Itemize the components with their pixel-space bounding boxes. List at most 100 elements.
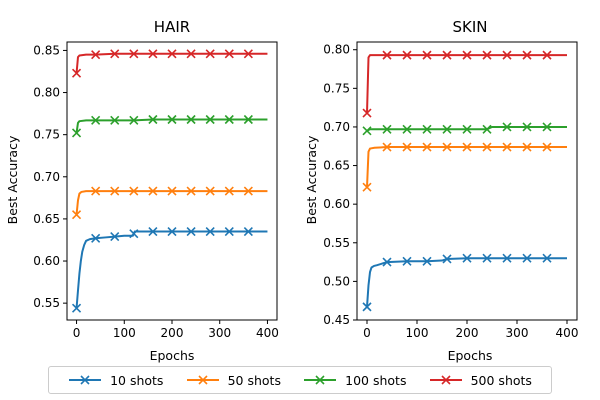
legend-entry-50-shots: 50 shots [186, 373, 281, 388]
y-axis-label: Best Accuracy [304, 135, 319, 224]
data-point [362, 108, 372, 118]
data-point [148, 226, 158, 237]
axes-frame [356, 41, 578, 321]
chart-hair: HAIR Epochs Best Accuracy 0 100 200 300 400 0… [5, 18, 279, 363]
data-point [243, 114, 253, 125]
chart-skin: SKIN Epochs Best Accuracy 0 100 200 300 400 0… [304, 18, 578, 363]
legend: 10 shots 50 shots 100 shots 500 shots [48, 366, 552, 394]
data-point [522, 142, 532, 152]
data-point [502, 50, 512, 60]
data-point [91, 115, 101, 125]
legend-swatch [69, 375, 102, 385]
series-line-50-shots [366, 146, 567, 188]
y-tick-label: 0.75 [33, 128, 60, 142]
data-point [148, 114, 158, 125]
y-tick-label: 0.85 [33, 43, 60, 57]
data-point [243, 186, 253, 196]
data-point [224, 226, 234, 237]
legend-label: 100 shots [345, 372, 407, 388]
x-axis-label: Epochs [150, 348, 195, 363]
legend-label: 500 shots [470, 372, 532, 388]
data-point [167, 114, 177, 125]
data-point [382, 142, 392, 152]
y-tick-label: 0.80 [323, 43, 350, 57]
legend-swatch [429, 375, 462, 385]
data-point [224, 114, 234, 125]
y-tick-label: 0.45 [323, 313, 350, 327]
data-point [462, 142, 472, 152]
data-point [542, 50, 552, 60]
y-tick-label: 0.55 [323, 236, 350, 250]
data-point [186, 114, 196, 125]
data-point [462, 124, 472, 134]
data-point [110, 49, 120, 59]
data-point [148, 49, 158, 59]
series-line-10-shots [366, 257, 567, 307]
chart-title: SKIN [452, 18, 487, 36]
data-point [542, 142, 552, 152]
data-point [224, 49, 234, 59]
data-point [442, 142, 452, 152]
data-point [402, 50, 412, 60]
data-point [91, 233, 101, 243]
y-tick-label: 0.55 [33, 296, 60, 310]
data-point [482, 142, 492, 152]
x-tick-label: 100 [113, 326, 136, 340]
data-point [382, 124, 392, 134]
data-point [542, 253, 552, 263]
data-point [362, 302, 372, 312]
y-tick-label: 0.70 [33, 170, 60, 184]
data-point [205, 186, 215, 196]
y-axis-label: Best Accuracy [5, 135, 20, 224]
data-point [129, 229, 139, 239]
chart-title: HAIR [154, 18, 190, 36]
data-point [402, 142, 412, 152]
data-point [542, 122, 552, 132]
data-point [148, 186, 158, 196]
data-point [167, 226, 177, 237]
data-point [110, 115, 120, 125]
y-tick-label: 0.60 [33, 254, 60, 268]
data-point [186, 49, 196, 59]
data-point [482, 253, 492, 263]
data-point [243, 49, 253, 59]
x-axis-label: Epochs [448, 348, 493, 363]
data-point [482, 124, 492, 134]
data-point [402, 124, 412, 134]
x-tick-label: 200 [456, 326, 479, 340]
series-line-500-shots [366, 54, 567, 114]
y-tick-label: 0.65 [323, 159, 350, 173]
data-point [502, 142, 512, 152]
data-point [422, 256, 432, 266]
y-tick-label: 0.50 [323, 274, 350, 288]
data-point [362, 126, 372, 136]
data-point [482, 50, 492, 60]
data-point [462, 253, 472, 263]
data-point [129, 49, 139, 59]
y-tick-label: 0.65 [33, 212, 60, 226]
data-point [129, 115, 139, 125]
data-point [402, 256, 412, 266]
x-tick-label: 300 [506, 326, 529, 340]
data-point [422, 124, 432, 134]
plot-area [71, 49, 268, 313]
y-tick-label: 0.80 [33, 86, 60, 100]
series-line-100-shots [366, 125, 567, 132]
data-point [522, 50, 532, 60]
data-point [186, 186, 196, 196]
y-tick-label: 0.75 [323, 81, 350, 95]
x-tick-label: 400 [556, 326, 579, 340]
data-point [502, 122, 512, 132]
y-tick-label: 0.70 [323, 120, 350, 134]
data-point [110, 186, 120, 196]
data-point [91, 50, 101, 60]
data-point [186, 226, 196, 237]
legend-label: 50 shots [227, 372, 281, 388]
data-point [167, 186, 177, 196]
data-point [422, 142, 432, 152]
legend-swatch [304, 375, 337, 385]
x-tick-label: 400 [256, 326, 279, 340]
data-point [362, 182, 372, 192]
x-tick-label: 100 [406, 326, 429, 340]
